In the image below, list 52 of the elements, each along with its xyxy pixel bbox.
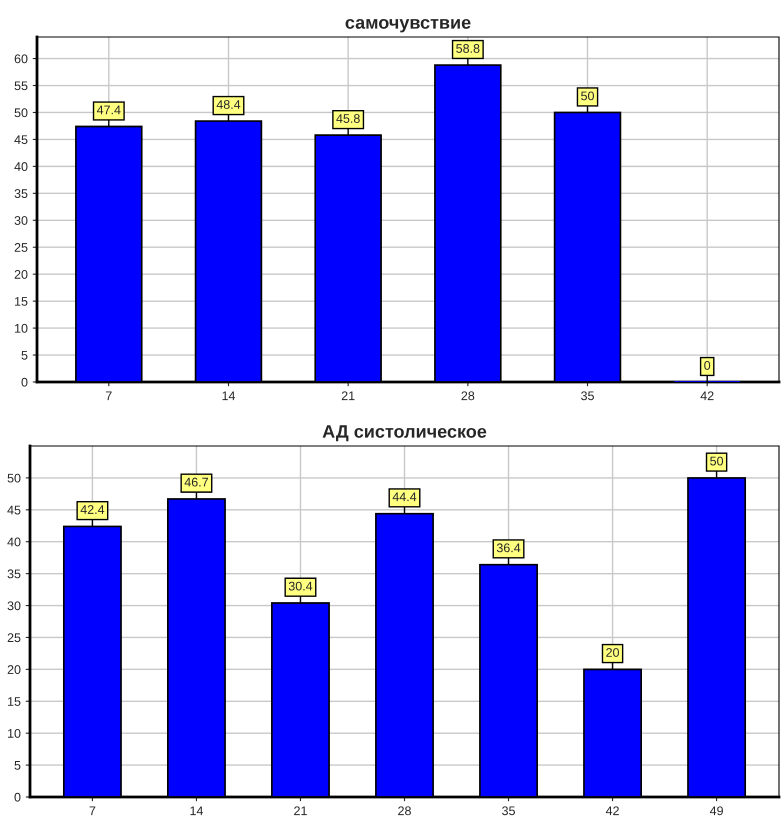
y-tick-label: 55 xyxy=(14,81,28,90)
y-tick-label: 20 xyxy=(14,270,28,279)
x-tick-label: 21 xyxy=(342,391,355,400)
x-tick-label: 7 xyxy=(106,391,112,400)
y-tick-label: 60 xyxy=(14,54,28,64)
x-tick-label: 49 xyxy=(710,806,723,816)
y-tick-label: 50 xyxy=(8,474,20,483)
x-tick-label: 42 xyxy=(606,806,619,816)
data-label: 58.8 xyxy=(456,44,480,53)
y-tick-label: 0 xyxy=(22,378,28,387)
y-tick-label: 30 xyxy=(8,601,20,610)
y-tick-label: 25 xyxy=(8,633,20,642)
y-tick-label: 15 xyxy=(15,297,28,306)
y-tick-label: 20 xyxy=(8,665,20,674)
y-tick-label: 45 xyxy=(7,506,20,514)
y-tick-label: 35 xyxy=(8,569,20,578)
y-tick-label: 10 xyxy=(8,728,20,738)
data-label: 46.7 xyxy=(184,478,208,487)
data-label: 0 xyxy=(704,360,710,370)
data-label: 50 xyxy=(710,456,724,466)
y-tick-label: 5 xyxy=(22,350,28,360)
data-label: 47.4 xyxy=(96,106,121,114)
y-tick-label: 5 xyxy=(14,761,20,770)
x-tick-label: 28 xyxy=(398,806,411,816)
y-tick-label: 30 xyxy=(14,216,28,225)
data-label: 48.4 xyxy=(216,100,240,109)
x-tick-label: 14 xyxy=(190,806,204,816)
x-tick-label: 28 xyxy=(462,391,474,400)
y-tick-label: 35 xyxy=(14,189,28,198)
data-label: 30.4 xyxy=(288,582,312,591)
x-tick-label: 7 xyxy=(90,806,96,816)
y-tick-label: 10 xyxy=(15,324,28,333)
y-tick-label: 45 xyxy=(14,135,28,144)
y-tick-label: 15 xyxy=(8,697,20,706)
y-tick-label: 40 xyxy=(14,162,28,172)
x-tick-label: 21 xyxy=(294,806,307,816)
data-label: 44.4 xyxy=(392,492,416,502)
data-label: 36.4 xyxy=(496,543,520,552)
x-tick-label: 42 xyxy=(700,391,714,400)
chart-title: АД систолическое xyxy=(322,425,486,442)
chart-title: самочувствие xyxy=(346,18,471,32)
y-tick-label: 40 xyxy=(7,538,20,546)
x-tick-label: 14 xyxy=(222,391,236,400)
x-tick-label: 35 xyxy=(581,391,594,400)
data-label: 45.8 xyxy=(336,114,360,123)
y-tick-label: 25 xyxy=(14,243,28,252)
y-tick-label: 0 xyxy=(14,792,20,802)
x-tick-label: 35 xyxy=(502,806,515,816)
data-label: 42.4 xyxy=(80,505,104,514)
y-tick-label: 50 xyxy=(14,108,28,118)
data-label: 20 xyxy=(606,648,620,657)
data-label: 50 xyxy=(581,91,594,100)
